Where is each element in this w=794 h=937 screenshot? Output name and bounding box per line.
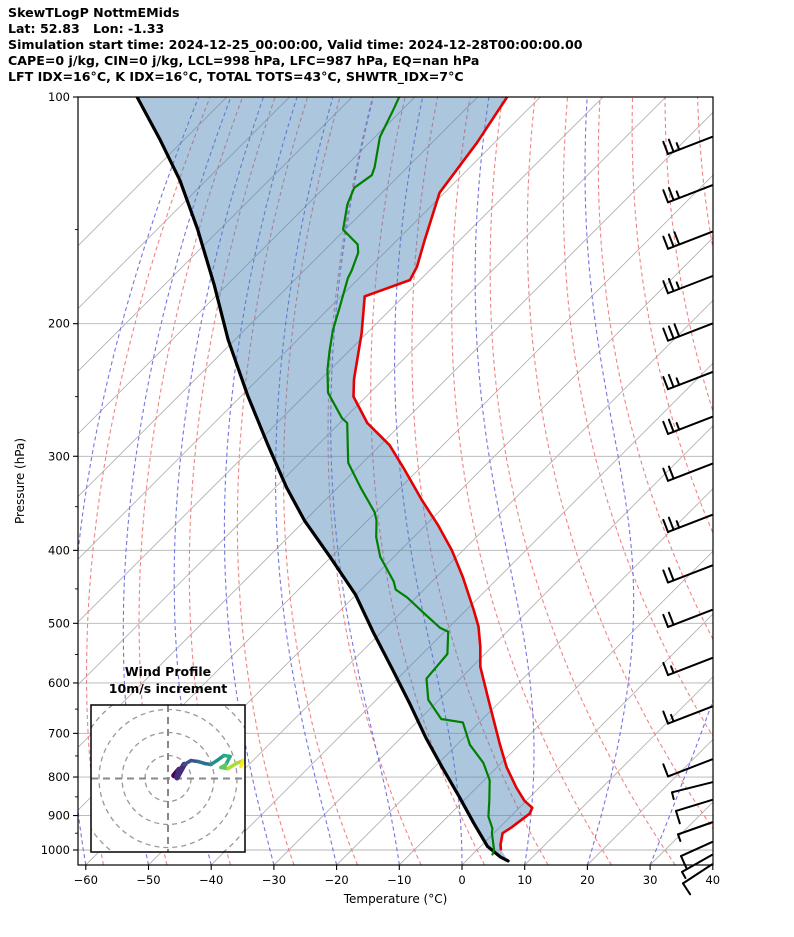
svg-text:10: 10 xyxy=(517,873,532,887)
wind-barb xyxy=(662,415,713,435)
svg-text:900: 900 xyxy=(48,809,70,823)
wind-barb xyxy=(675,798,713,825)
wind-barb xyxy=(682,863,713,896)
svg-text:−10: −10 xyxy=(387,873,411,887)
wind-barb xyxy=(662,135,713,155)
header-latlon: Lat: 52.83 Lon: -1.33 xyxy=(8,21,165,36)
wind-barb xyxy=(680,841,713,869)
svg-text:40: 40 xyxy=(705,873,720,887)
wind-barbs xyxy=(662,135,713,896)
hodograph-title: Wind Profile xyxy=(125,664,211,679)
wind-barb xyxy=(662,705,713,725)
svg-text:600: 600 xyxy=(48,676,70,690)
pressure-axis: 100 200 300 400 500 600 700 800 900 1000 xyxy=(41,90,78,857)
isotherms xyxy=(78,97,713,865)
svg-text:1000: 1000 xyxy=(41,843,70,857)
svg-text:500: 500 xyxy=(48,616,70,630)
temperature-axis: −60 −50 −40 −30 −20 −10 0 10 20 30 40 xyxy=(74,865,720,887)
wind-barb xyxy=(662,371,713,391)
wind-barb xyxy=(662,657,713,677)
parcel-curve xyxy=(135,97,510,863)
hodograph-trace xyxy=(171,753,245,781)
svg-text:−40: −40 xyxy=(199,873,223,887)
hodograph-grid xyxy=(91,705,245,852)
header-times: Simulation start time: 2024-12-25_00:00:… xyxy=(8,37,583,52)
svg-text:300: 300 xyxy=(48,449,70,463)
wind-barb xyxy=(662,275,713,295)
wind-barb xyxy=(662,322,713,342)
svg-text:30: 30 xyxy=(643,873,658,887)
wind-barb xyxy=(677,821,713,842)
header-cape-line: CAPE=0 j/kg, CIN=0 j/kg, LCL=998 hPa, LF… xyxy=(8,53,480,68)
y-axis-label: Pressure (hPa) xyxy=(13,438,27,524)
profile-curves xyxy=(135,97,534,863)
temperature-curve xyxy=(352,97,534,851)
wind-barb xyxy=(662,184,713,204)
svg-text:20: 20 xyxy=(580,873,595,887)
wind-barb xyxy=(681,853,713,879)
svg-text:0: 0 xyxy=(458,873,465,887)
wind-barb xyxy=(662,230,713,250)
svg-text:−20: −20 xyxy=(324,873,348,887)
hodograph-inset: Wind Profile 10m/s increment xyxy=(90,664,246,853)
dry-adiabats xyxy=(85,97,713,865)
figure-header: SkewTLogP NottmEMids Lat: 52.83 Lon: -1.… xyxy=(8,5,582,85)
hodograph-subtitle: 10m/s increment xyxy=(109,681,227,696)
svg-text:100: 100 xyxy=(48,90,70,104)
wind-barb xyxy=(662,758,713,778)
wind-barb xyxy=(671,781,713,801)
svg-text:200: 200 xyxy=(48,317,70,331)
wind-barb xyxy=(662,608,713,628)
header-index-line: LFT IDX=16°C, K IDX=16°C, TOTAL TOTS=43°… xyxy=(8,69,464,84)
svg-text:700: 700 xyxy=(48,726,70,740)
wind-barb xyxy=(662,564,713,584)
dewpoint-curve xyxy=(326,97,496,856)
wind-barb xyxy=(662,513,713,533)
svg-text:800: 800 xyxy=(48,770,70,784)
svg-text:−60: −60 xyxy=(74,873,98,887)
svg-text:400: 400 xyxy=(48,543,70,557)
header-title: SkewTLogP NottmEMids xyxy=(8,5,180,20)
x-axis-label: Temperature (°C) xyxy=(343,892,448,906)
wind-barb xyxy=(662,462,713,482)
svg-text:−50: −50 xyxy=(136,873,160,887)
svg-text:−30: −30 xyxy=(262,873,286,887)
